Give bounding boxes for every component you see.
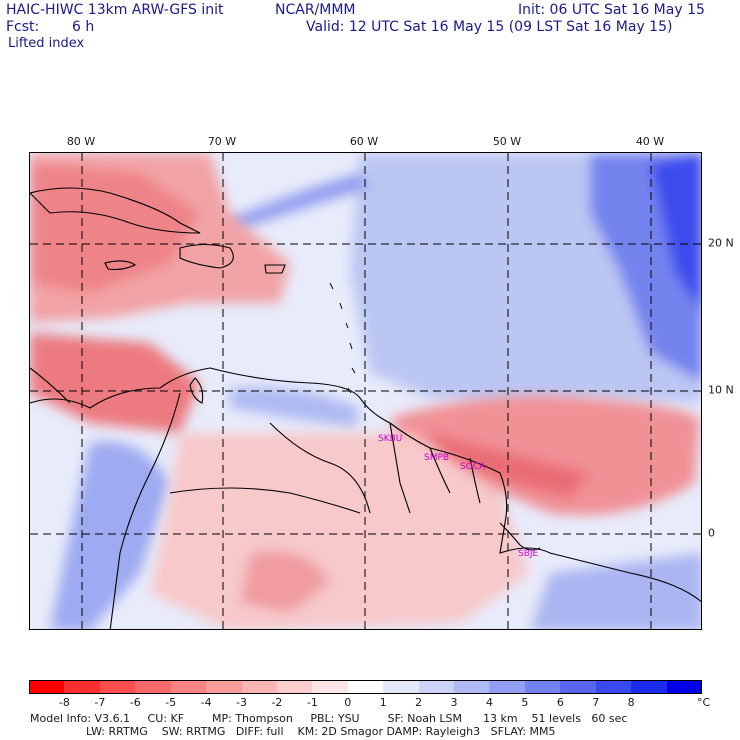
lat-label-10n: 10 N (708, 383, 734, 397)
island-2 (339, 302, 343, 310)
hispaniola-coast (179, 243, 234, 269)
north-blue-streak (220, 173, 370, 233)
colorbar-cell (418, 680, 455, 694)
central-america-coast (30, 367, 71, 404)
colorbar-cell (312, 680, 349, 694)
lat-label-20n: 20 N (708, 236, 734, 250)
colorbar-tick-label: 6 (556, 696, 564, 709)
colorbar-cell (666, 680, 703, 694)
colorbar-cell (560, 680, 597, 694)
guiana-red (430, 433, 590, 498)
colorbar-cell (454, 680, 490, 694)
model-info-line1: Model Info: V3.6.1 CU: KF MP: Thompson P… (30, 712, 628, 725)
andes-blue (50, 441, 170, 629)
lon-label-70w: 70 W (207, 135, 237, 148)
model-info-line2: LW: RRTMG SW: RRTMG DIFF: full KM: 2D Sm… (30, 725, 556, 738)
lesser-antilles (329, 282, 356, 394)
island-3 (345, 322, 349, 329)
lifted-index-map: SKBU SMPB SOCA SBJE (29, 152, 702, 630)
coastlines (30, 187, 701, 629)
colorbar-tick-label: -3 (236, 696, 247, 709)
colorbar-cell (489, 680, 526, 694)
amazon-delta (499, 522, 541, 551)
colorbar-tick-label: 3 (450, 696, 458, 709)
colorbar-tick-label: -1 (306, 696, 318, 709)
colorbar-cell (524, 680, 561, 694)
colorbar-cell (383, 680, 420, 694)
colorbar-tick-label: -7 (94, 696, 106, 709)
colorbar-tick-label: -6 (129, 696, 141, 709)
colorbar-cell (29, 680, 65, 694)
country-border-5 (469, 457, 481, 504)
country-border-3 (389, 422, 411, 514)
northwest-core-red (30, 163, 200, 293)
colorbar-frame (29, 680, 702, 694)
field-name: Lifted index (8, 36, 85, 51)
colorbar-tick-label: 2 (415, 696, 423, 709)
jamaica-coast (104, 260, 137, 271)
brazil-border (169, 487, 361, 514)
colorbar-tick-label: 8 (627, 696, 635, 709)
colorbar-cell (347, 680, 384, 694)
colorbar (29, 680, 703, 694)
init-time: Init: 06 UTC Sat 16 May 15 (518, 2, 705, 18)
country-border-2 (269, 422, 371, 514)
map-canvas: SKBU SMPB SOCA SBJE (30, 153, 701, 629)
cuba-coast (30, 187, 201, 234)
colorbar-cell (135, 680, 172, 694)
colorbar-tick-label: 5 (521, 696, 529, 709)
colorbar-cell (631, 680, 668, 694)
colorbar-cell (241, 680, 278, 694)
red-regions (30, 153, 700, 629)
colorbar-tick-label: -4 (200, 696, 212, 709)
amazon-red-spots (240, 551, 330, 613)
valid-time: Valid: 12 UTC Sat 16 May 15 (09 LST Sat … (306, 19, 673, 35)
model-title: HAIC-HIWC 13km ARW-GFS init (6, 2, 224, 18)
colorbar-cell (99, 680, 136, 694)
lon-label-40w: 40 W (635, 135, 665, 148)
island-4 (349, 342, 353, 350)
city-label-smpb: SMPB (424, 453, 449, 463)
colorbar-tick-label: 1 (379, 696, 387, 709)
colorbar-tick-label: 0 (344, 696, 352, 709)
puerto-rico-coast (264, 264, 286, 274)
latlon-grid (30, 153, 701, 629)
blue-regions (50, 153, 701, 629)
colorbar-tick-label: -2 (271, 696, 283, 709)
northeast-core-blue (650, 153, 701, 311)
colorbar-tick-label: 4 (485, 696, 493, 709)
colorbar-cell (206, 680, 242, 694)
caribbean-blue (230, 387, 360, 428)
lon-label-80w: 80 W (66, 135, 96, 148)
island-5 (351, 367, 356, 374)
colorbar-cell (170, 680, 207, 694)
forecast-hour: 6 h (72, 19, 95, 35)
country-border-4 (429, 447, 451, 494)
city-label-sbje: SBJE (518, 549, 539, 559)
colorbar-tick-label: -8 (58, 696, 70, 709)
colorbar-unit: °C (697, 696, 711, 709)
colorbar-cell (276, 680, 313, 694)
city-label-soca: SOCA (460, 462, 486, 472)
island-1 (329, 282, 334, 290)
city-label-skbu: SKBU (378, 434, 402, 444)
colorbar-tick-label: -5 (165, 696, 177, 709)
colorbar-cell (64, 680, 101, 694)
southeast-blue (530, 553, 701, 629)
forecast-label: Fcst: (6, 19, 40, 35)
central-america-red (30, 333, 200, 433)
lat-label-0: 0 (708, 526, 715, 540)
lon-label-60w: 60 W (349, 135, 379, 148)
org-label: NCAR/MMM (275, 2, 356, 18)
colorbar-tick-label: 7 (592, 696, 600, 709)
colorbar-cell (595, 680, 632, 694)
atlantic-red-band (390, 395, 700, 515)
lake-maracaibo (189, 377, 204, 404)
country-border-1 (109, 392, 181, 629)
lon-label-50w: 50 W (492, 135, 522, 148)
